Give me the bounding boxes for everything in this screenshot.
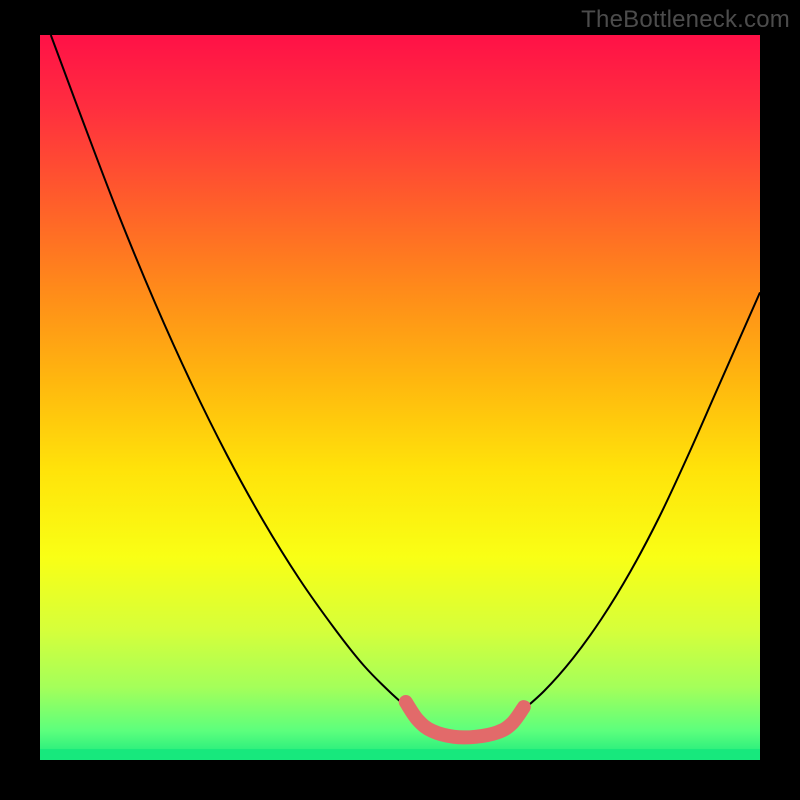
chart-background: [40, 35, 760, 760]
watermark-text: TheBottleneck.com: [581, 6, 790, 34]
stage: TheBottleneck.com: [0, 0, 800, 800]
bottleneck-chart: [0, 0, 800, 800]
bottom-band: [40, 749, 760, 760]
